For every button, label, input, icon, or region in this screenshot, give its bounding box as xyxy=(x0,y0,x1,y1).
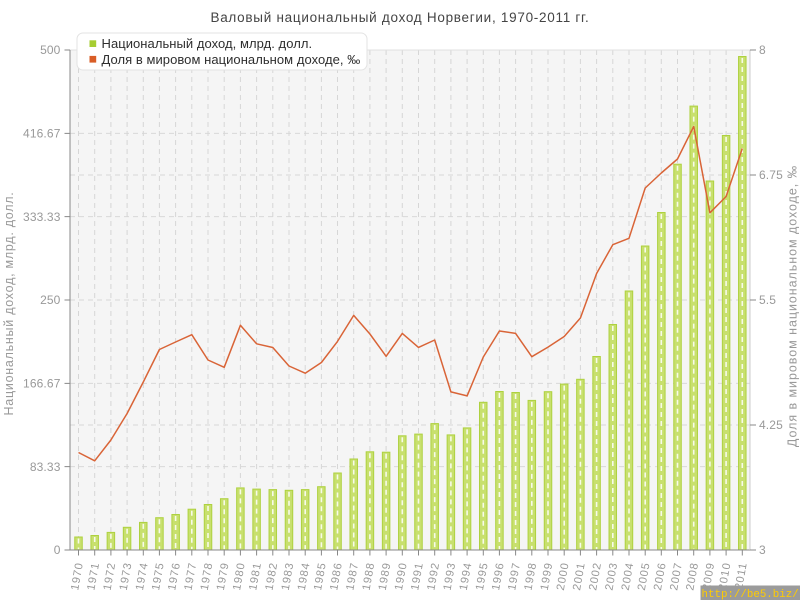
svg-text:1986: 1986 xyxy=(328,561,345,591)
svg-text:2008: 2008 xyxy=(684,561,701,591)
svg-text:1985: 1985 xyxy=(312,561,329,591)
svg-text:1975: 1975 xyxy=(150,561,167,591)
svg-text:1981: 1981 xyxy=(247,561,264,591)
svg-text:Доля в мировом национальном до: Доля в мировом национальном доходе, ‰ xyxy=(786,165,800,447)
svg-text:1980: 1980 xyxy=(231,561,248,591)
svg-text:2010: 2010 xyxy=(717,561,734,591)
svg-text:1997: 1997 xyxy=(506,561,523,591)
svg-text:1979: 1979 xyxy=(215,561,232,591)
svg-text:2001: 2001 xyxy=(571,561,588,591)
svg-text:1989: 1989 xyxy=(377,561,394,591)
svg-text:166.67: 166.67 xyxy=(23,377,61,391)
svg-text:1984: 1984 xyxy=(296,561,313,591)
svg-text:1974: 1974 xyxy=(134,561,151,591)
svg-text:1972: 1972 xyxy=(102,561,119,591)
svg-text:500: 500 xyxy=(40,43,61,57)
svg-text:Доля в мировом национальном до: Доля в мировом национальном доходе, ‰ xyxy=(102,52,361,67)
svg-text:2002: 2002 xyxy=(587,561,604,591)
svg-text:1993: 1993 xyxy=(442,561,459,591)
svg-text:1990: 1990 xyxy=(393,561,410,591)
svg-text:3: 3 xyxy=(759,543,766,557)
svg-text:2005: 2005 xyxy=(636,561,653,591)
svg-text:1988: 1988 xyxy=(361,561,378,591)
svg-text:4.25: 4.25 xyxy=(759,418,783,432)
svg-text:1994: 1994 xyxy=(458,561,475,591)
svg-text:2011: 2011 xyxy=(733,561,750,590)
svg-text:1999: 1999 xyxy=(539,561,556,591)
svg-text:2004: 2004 xyxy=(620,561,637,591)
svg-text:1976: 1976 xyxy=(166,561,183,591)
svg-text:Национальный доход, млрд. долл: Национальный доход, млрд. долл. xyxy=(2,192,16,416)
svg-text:2009: 2009 xyxy=(701,561,718,591)
svg-text:Валовый национальный доход Нор: Валовый национальный доход Норвегии, 197… xyxy=(210,10,589,25)
svg-text:Национальный доход, млрд. долл: Национальный доход, млрд. долл. xyxy=(102,36,313,51)
svg-text:2006: 2006 xyxy=(652,561,669,591)
svg-text:1996: 1996 xyxy=(490,561,507,591)
svg-text:1987: 1987 xyxy=(344,561,361,591)
svg-text:2003: 2003 xyxy=(604,561,621,591)
svg-text:1982: 1982 xyxy=(264,561,281,591)
svg-text:2007: 2007 xyxy=(668,561,685,591)
svg-text:http://be5.biz/: http://be5.biz/ xyxy=(702,589,799,600)
svg-text:8: 8 xyxy=(759,43,766,57)
svg-text:1995: 1995 xyxy=(474,561,491,591)
svg-text:1977: 1977 xyxy=(183,561,200,591)
svg-text:0: 0 xyxy=(54,543,61,557)
svg-text:1983: 1983 xyxy=(280,561,297,591)
svg-text:416.67: 416.67 xyxy=(23,127,61,141)
svg-text:1978: 1978 xyxy=(199,561,216,591)
svg-text:1991: 1991 xyxy=(409,561,426,591)
svg-text:1973: 1973 xyxy=(118,561,135,591)
svg-text:1998: 1998 xyxy=(523,561,540,591)
svg-text:2000: 2000 xyxy=(555,561,572,591)
svg-text:6.75: 6.75 xyxy=(759,168,783,182)
svg-text:333.33: 333.33 xyxy=(23,210,61,224)
svg-text:1970: 1970 xyxy=(69,561,86,591)
svg-text:5.5: 5.5 xyxy=(759,293,776,307)
svg-text:250: 250 xyxy=(40,293,61,307)
svg-text:83.33: 83.33 xyxy=(30,460,61,474)
svg-text:1971: 1971 xyxy=(85,561,102,591)
svg-text:1992: 1992 xyxy=(425,561,442,591)
